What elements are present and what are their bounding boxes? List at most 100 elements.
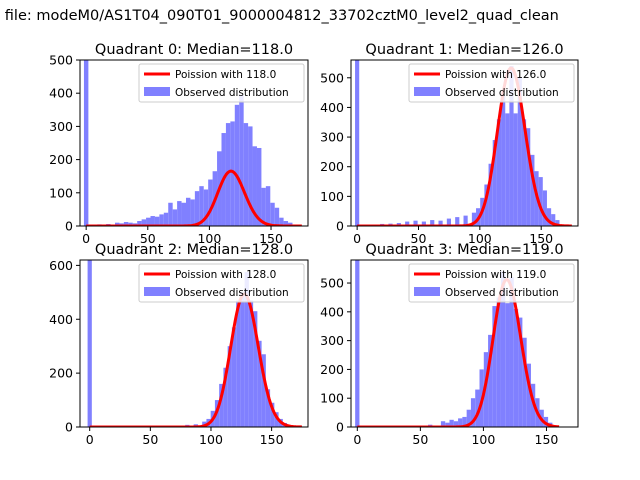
histogram-bar (440, 421, 446, 427)
histogram-bar (257, 340, 262, 427)
y-tick-label: 500 (320, 70, 344, 85)
histogram-bar (501, 95, 506, 226)
histogram-bar (279, 217, 284, 226)
x-tick-label: 0 (86, 432, 94, 447)
legend-label-observed: Observed distribution (175, 87, 289, 99)
histogram-bar (225, 123, 231, 226)
histogram-bar (243, 123, 249, 226)
histogram-bar (509, 277, 514, 427)
histogram-bar (500, 271, 506, 427)
histogram-bar (256, 147, 262, 226)
x-tick-label: 150 (535, 432, 559, 447)
legend-patch-swatch (414, 287, 440, 296)
legend-patch-swatch (144, 287, 170, 296)
histogram-bar (421, 221, 426, 226)
histogram-bar (87, 260, 92, 427)
histogram-bar (488, 334, 493, 427)
y-tick-label: 100 (320, 189, 344, 204)
histogram-bar (252, 146, 257, 226)
y-tick-label: 400 (320, 100, 344, 115)
subplot-title: Quadrant 0: Median=118.0 (95, 42, 293, 58)
histogram-bar (239, 94, 244, 226)
legend: Poission with 126.0 Observed distribution (408, 63, 575, 103)
legend-label-poisson: Poission with 126.0 (445, 69, 546, 81)
histogram-bar (283, 221, 289, 226)
histogram-bar (128, 222, 133, 226)
legend: Poission with 118.0 Observed distribution (138, 63, 305, 103)
axes-frame (79, 59, 309, 227)
histogram-bar (496, 297, 501, 427)
figure-title-container: n file: modeM0/AS1T04_090T01_9000004812_… (0, 0, 640, 30)
legend-label-observed: Observed distribution (175, 287, 289, 299)
histogram-bar (551, 214, 556, 226)
x-tick-label: 50 (412, 432, 428, 447)
histogram-bar (230, 121, 235, 226)
histogram-bar (159, 214, 164, 226)
histogram-bar (219, 383, 224, 427)
histogram-bar (190, 199, 195, 226)
histogram-bar (172, 209, 178, 226)
histogram-bar (445, 422, 450, 427)
legend-label-poisson: Poission with 119.0 (445, 269, 546, 281)
y-tick-label: 400 (49, 312, 73, 327)
histogram-bar (355, 260, 360, 427)
histogram-bar (484, 184, 489, 226)
histogram-bar (240, 292, 245, 427)
figure-title: n file: modeM0/AS1T04_090T01_9000004812_… (0, 8, 559, 24)
axes-frame (79, 259, 309, 428)
plot-area (83, 60, 303, 226)
histogram-bar (526, 128, 531, 226)
x-tick-label: 0 (82, 231, 90, 246)
histogram-bar (475, 389, 480, 427)
x-tick-label: 100 (468, 231, 492, 246)
histogram-bar (492, 140, 497, 226)
histogram-bar (505, 303, 510, 427)
y-tick-label: 200 (49, 152, 73, 167)
histogram-bar (526, 363, 531, 427)
histogram-bar (223, 367, 228, 427)
histogram-bar (248, 300, 254, 427)
histogram-bar (227, 346, 232, 427)
subplot-quadrant-2: 0 50 100 150 0 200 400 600 Quadrant 2: Median=12… (49, 242, 309, 447)
histogram-bar (413, 220, 418, 226)
histogram-bar (471, 212, 477, 226)
x-tick-label: 0 (353, 432, 361, 447)
legend-box (138, 63, 305, 103)
x-tick-label: 100 (197, 231, 221, 246)
subplot-quadrant-1: 0 50 100 150 0 100 200 300 400 500 Quadrant 1: Med… (320, 42, 579, 246)
x-tick-label: 150 (259, 231, 283, 246)
y-tick-label: 0 (336, 219, 344, 234)
y-tick-label: 200 (320, 159, 344, 174)
histogram-bar (449, 419, 454, 427)
histogram-bar (288, 222, 293, 226)
x-tick-label: 100 (199, 432, 223, 447)
histogram-bar (234, 104, 240, 226)
y-tick-label: 0 (65, 219, 73, 234)
histogram-bar (355, 60, 360, 226)
axes-frame (350, 59, 579, 227)
plot-area (87, 260, 303, 427)
histogram-bar (261, 187, 266, 226)
histogram-bar (146, 217, 151, 226)
histogram-bar (231, 327, 237, 427)
subplot-title: Quadrant 2: Median=128.0 (95, 242, 293, 258)
histogram-bar (463, 215, 468, 226)
legend-box (408, 63, 575, 103)
histogram-bar (177, 201, 182, 226)
histogram-bar (492, 306, 497, 427)
y-tick-label: 300 (49, 119, 73, 134)
legend-box (408, 263, 575, 303)
legend-label-observed: Observed distribution (445, 287, 559, 299)
histogram-bar (194, 191, 200, 226)
histogram-bar (265, 389, 271, 427)
y-tick-label: 500 (49, 53, 73, 68)
histogram-bar (530, 154, 535, 226)
subplot-quadrant-3: 0 50 100 150 0 100 200 300 400 500 Quadrant 3: Med… (320, 242, 579, 447)
legend-label-poisson: Poission with 118.0 (175, 69, 276, 81)
histogram-bar (150, 216, 155, 226)
histogram-bar (261, 354, 266, 427)
y-tick-label: 200 (49, 366, 73, 381)
y-tick-label: 100 (49, 185, 73, 200)
y-tick-label: 0 (336, 420, 344, 435)
